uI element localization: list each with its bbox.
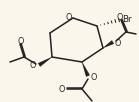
Text: O: O <box>66 13 72 22</box>
Text: O: O <box>115 38 121 48</box>
Polygon shape <box>82 62 90 77</box>
Text: O: O <box>117 13 123 22</box>
Polygon shape <box>103 40 114 48</box>
Polygon shape <box>38 57 52 67</box>
Text: Br: Br <box>122 14 132 23</box>
Text: O: O <box>91 73 97 81</box>
Text: O: O <box>18 37 24 45</box>
Text: O: O <box>59 85 65 94</box>
Text: O: O <box>30 62 36 70</box>
